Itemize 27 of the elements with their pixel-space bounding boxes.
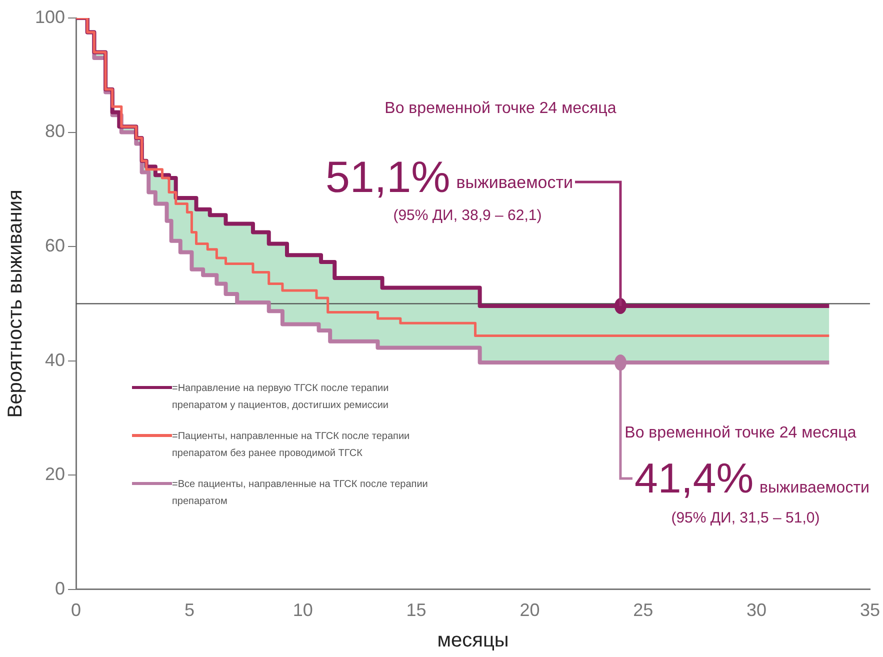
- x-tick-label: 10: [292, 600, 313, 620]
- x-tick-label: 5: [184, 600, 194, 620]
- annotation: 51,1%: [325, 152, 450, 202]
- legend-label: =Пациенты, направленные на ТГСК после терапии препаратом без ранее проводимой ТГСК: [172, 430, 411, 461]
- y-axis-title: Вероятность выживания: [4, 190, 27, 418]
- y-tick-label: 60: [45, 236, 66, 256]
- x-axis-title: месяцы: [437, 630, 509, 652]
- annotation: (95% ДИ, 38,9 – 62,1): [393, 206, 542, 224]
- annotation: Во временной точке 24 месяца: [384, 100, 616, 117]
- x-tick-label: 20: [520, 600, 540, 620]
- x-tick-label: 15: [406, 600, 426, 620]
- annotation: выживаемости: [760, 480, 870, 497]
- annotation: выживаемости: [456, 172, 574, 192]
- y-tick-label: 80: [45, 121, 66, 142]
- x-tick-label: 35: [860, 600, 880, 620]
- x-tick-label: 0: [71, 600, 82, 620]
- y-tick-label: 40: [45, 350, 66, 370]
- x-tick-label: 25: [633, 600, 654, 620]
- y-tick-label: 100: [34, 6, 66, 27]
- annotation: 41,4%: [634, 454, 754, 502]
- y-tick-label: 0: [55, 578, 66, 598]
- legend-label: =Все пациенты, направленные на ТГСК после терапии препаратом: [172, 478, 429, 509]
- annotation: (95% ДИ, 31,5 – 51,0): [671, 510, 820, 527]
- legend-label: =Направление на первую ТГСК после терапии препаратом у пациентов, достигших ремиссии: [172, 382, 390, 413]
- x-tick-label: 30: [746, 600, 767, 620]
- y-tick-label: 20: [45, 464, 66, 484]
- annotation: Во временной точке 24 месяца: [624, 424, 856, 442]
